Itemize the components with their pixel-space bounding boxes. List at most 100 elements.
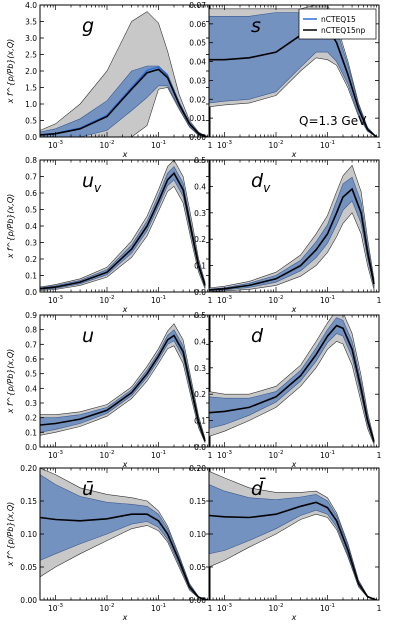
panel-frame xyxy=(39,314,211,448)
series-line-nCTEQ15np xyxy=(40,334,206,442)
x-tick-label: 1 xyxy=(377,451,382,460)
x-tick-base: 10 xyxy=(151,604,161,613)
x-tick-exponent: -3 xyxy=(58,295,64,301)
y-tick-label: 0.2 xyxy=(194,390,206,399)
panel-6: 0.00.10.20.30.40.510-3 10-2 10-1 1xd xyxy=(194,311,382,469)
x-tick-label: 1 xyxy=(377,296,382,305)
y-tick-label: 0.3 xyxy=(194,209,206,218)
x-tick-exponent: -2 xyxy=(278,295,283,301)
y-tick-label: 2.0 xyxy=(25,67,37,76)
y-tick-label: 0.9 xyxy=(25,311,37,320)
x-tick-label: 10-3 xyxy=(48,603,64,613)
x-tick-exponent: -1 xyxy=(330,450,335,456)
panel-plot-area xyxy=(40,11,208,137)
x-tick-exponent: -1 xyxy=(330,140,335,146)
y-tick-label: 0.10 xyxy=(20,530,37,539)
panel-title: dv xyxy=(251,170,271,195)
y-tick-label: 0.2 xyxy=(25,414,37,423)
x-axis-label: x xyxy=(291,460,297,469)
x-tick-base: 10 xyxy=(217,296,227,305)
y-tick-label: 0.4 xyxy=(194,337,206,346)
x-tick-exponent: -1 xyxy=(161,450,166,456)
x-tick-base: 10 xyxy=(99,604,109,613)
x-axis-label: x xyxy=(122,613,128,622)
x-tick-base: 10 xyxy=(268,604,278,613)
x-tick-exponent: -3 xyxy=(227,450,233,456)
y-tick-label: 0.4 xyxy=(25,384,37,393)
uncertainty-band-inner xyxy=(40,474,208,600)
panel-plot-area xyxy=(40,468,208,600)
x-tick-label: 10-2 xyxy=(99,295,114,305)
x-tick-label: 1 xyxy=(377,604,382,613)
y-tick-label: 0.03 xyxy=(189,76,206,85)
x-tick-base: 10 xyxy=(151,296,161,305)
panel-frame xyxy=(208,4,380,138)
y-tick-label: 0.1 xyxy=(25,272,37,281)
y-tick-label: 0.01 xyxy=(189,114,206,123)
x-axis-label: x xyxy=(291,613,297,622)
y-tick-label: 3.5 xyxy=(25,18,37,27)
uncertainty-band-outer xyxy=(40,323,206,443)
panel-frame xyxy=(39,159,211,293)
panel-plot-area xyxy=(209,470,377,600)
x-tick-base: 10 xyxy=(99,451,109,460)
panel-title-sub: v xyxy=(263,181,271,195)
x-tick-label: 10-3 xyxy=(217,140,233,150)
x-tick-label: 1 xyxy=(377,141,382,150)
panel-title-base: u xyxy=(82,170,94,192)
x-tick-label: 10-1 xyxy=(151,450,166,460)
panel-title-sub: v xyxy=(94,181,102,195)
x-tick-base: 10 xyxy=(217,141,227,150)
x-tick-exponent: -3 xyxy=(58,450,64,456)
y-tick-label: 0.0 xyxy=(25,133,37,142)
x-tick-base: 10 xyxy=(217,604,227,613)
y-tick-label: 0.05 xyxy=(189,39,206,48)
x-tick-label: 10-2 xyxy=(99,140,114,150)
x-tick-label: 10-1 xyxy=(320,603,335,613)
y-tick-label: 0.5 xyxy=(25,370,37,379)
y-tick-label: 0.6 xyxy=(25,355,37,364)
x-tick-base: 10 xyxy=(48,141,58,150)
legend-label: nCTEQ15 xyxy=(321,15,356,24)
panel-frame xyxy=(208,314,380,448)
y-axis-label: x f^{p/Pb}(x,Q) xyxy=(6,39,15,104)
y-axis-label: x f^{p/Pb}(x,Q) xyxy=(6,502,15,567)
y-tick-label: 0.15 xyxy=(189,497,206,506)
y-tick-label: 0.4 xyxy=(194,182,206,191)
y-tick-label: 0.05 xyxy=(20,563,37,572)
x-tick-label: 10-1 xyxy=(151,140,166,150)
legend: nCTEQ15 nCTEQ15np xyxy=(298,8,377,40)
uncertainty-band-inner xyxy=(209,484,377,600)
panel-title-base: d xyxy=(251,170,264,192)
x-tick-base: 10 xyxy=(268,451,278,460)
y-tick-label: 0.0 xyxy=(194,288,206,297)
x-tick-label: 10-3 xyxy=(217,450,233,460)
panel-title: s xyxy=(251,15,261,37)
panel-title: uv xyxy=(82,170,102,195)
y-tick-label: 0.20 xyxy=(20,464,37,473)
y-tick-label: 0.2 xyxy=(194,235,206,244)
x-tick-base: 10 xyxy=(151,451,161,460)
y-tick-label: 0.3 xyxy=(25,239,37,248)
y-tick-label: 0.20 xyxy=(189,464,206,473)
x-tick-base: 10 xyxy=(48,296,58,305)
panel-title: u xyxy=(82,325,94,347)
series-line-nCTEQ15np xyxy=(40,171,206,290)
y-tick-label: 0.8 xyxy=(25,326,37,335)
y-tick-label: 0.8 xyxy=(25,156,37,165)
panel-plot-area xyxy=(209,164,375,292)
x-tick-base: 10 xyxy=(99,296,109,305)
x-tick-label: 10-3 xyxy=(48,450,64,460)
x-axis-label: x xyxy=(291,305,297,314)
x-axis-label: x xyxy=(122,150,128,159)
uncertainty-band-inner xyxy=(209,317,375,444)
x-tick-base: 10 xyxy=(320,604,330,613)
x-tick-exponent: -1 xyxy=(330,295,335,301)
y-tick-label: 2.5 xyxy=(25,51,37,60)
y-tick-label: 1.0 xyxy=(25,100,37,109)
panel-plot-area xyxy=(40,160,206,291)
y-tick-label: 0.6 xyxy=(25,189,37,198)
x-tick-label: 1 xyxy=(208,141,213,150)
y-tick-label: 0.04 xyxy=(189,58,206,67)
